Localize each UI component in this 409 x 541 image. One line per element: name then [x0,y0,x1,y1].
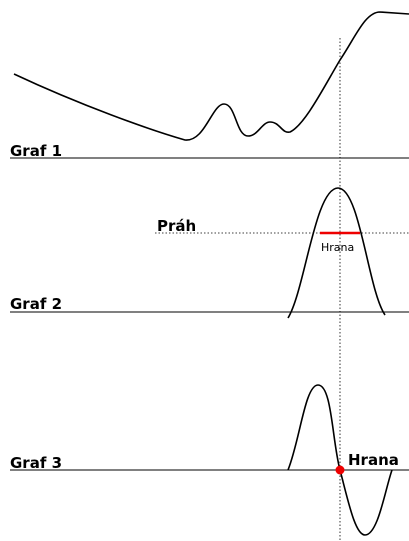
pulse-curve [287,187,386,319]
edge-label: Hrana [321,241,354,254]
graph-label: Graf 3 [10,454,62,472]
graph-label: Graf 1 [10,142,62,160]
derivative-curve [287,384,393,536]
edge-label: Hrana [348,451,399,469]
signal-curve [13,11,409,141]
graph-label: Graf 2 [10,295,62,313]
threshold-label: Práh [157,217,196,235]
edge-point [335,465,345,475]
